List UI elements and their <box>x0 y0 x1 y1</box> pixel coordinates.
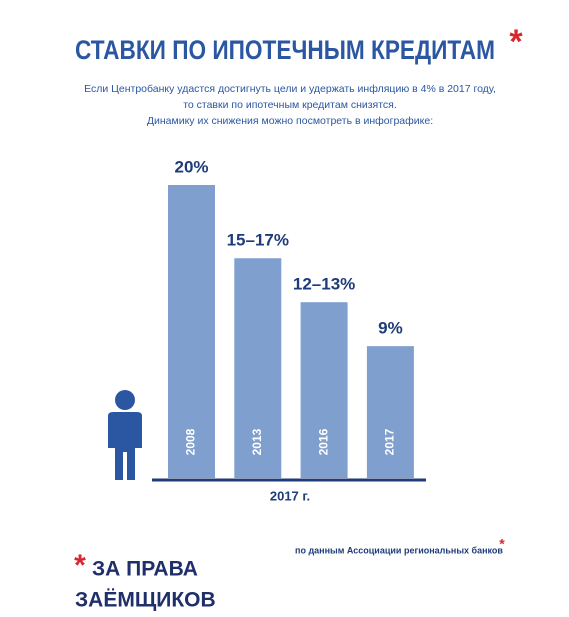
bar <box>366 346 414 478</box>
source-mark: * <box>499 536 505 552</box>
logo-line: ЗАЁМЩИКОВ <box>75 589 216 612</box>
x-tick-label: 2013 <box>250 428 264 455</box>
subtitle-line: Если Центробанку удастся достигнуть цели… <box>84 83 496 95</box>
person-icon <box>108 390 142 480</box>
logo-line: ЗА ПРАВА <box>92 558 198 581</box>
source-note: по данным Ассоциации региональных банков <box>295 545 503 555</box>
bar <box>168 185 215 478</box>
bar <box>300 302 348 478</box>
chart-title: СТАВКИ ПО ИПОТЕЧНЫМ КРЕДИТАМ <box>75 35 495 65</box>
value-label: 20% <box>174 157 208 176</box>
x-tick-label: 2016 <box>316 428 330 455</box>
x-axis-label: 2017 г. <box>270 488 310 503</box>
subtitle-line: то ставки по ипотечным кредитам снизятся… <box>183 99 397 111</box>
x-tick-label: 2008 <box>184 428 198 455</box>
value-label: 15–17% <box>227 231 289 250</box>
title-mark: * <box>509 23 523 61</box>
subtitle-line: Динамику их снижения можно посмотреть в … <box>147 115 433 127</box>
x-tick-label: 2017 <box>383 428 397 455</box>
bar <box>234 258 282 478</box>
logo-mark: * <box>74 549 86 582</box>
value-label: 9% <box>378 319 403 338</box>
value-label: 12–13% <box>293 275 355 294</box>
